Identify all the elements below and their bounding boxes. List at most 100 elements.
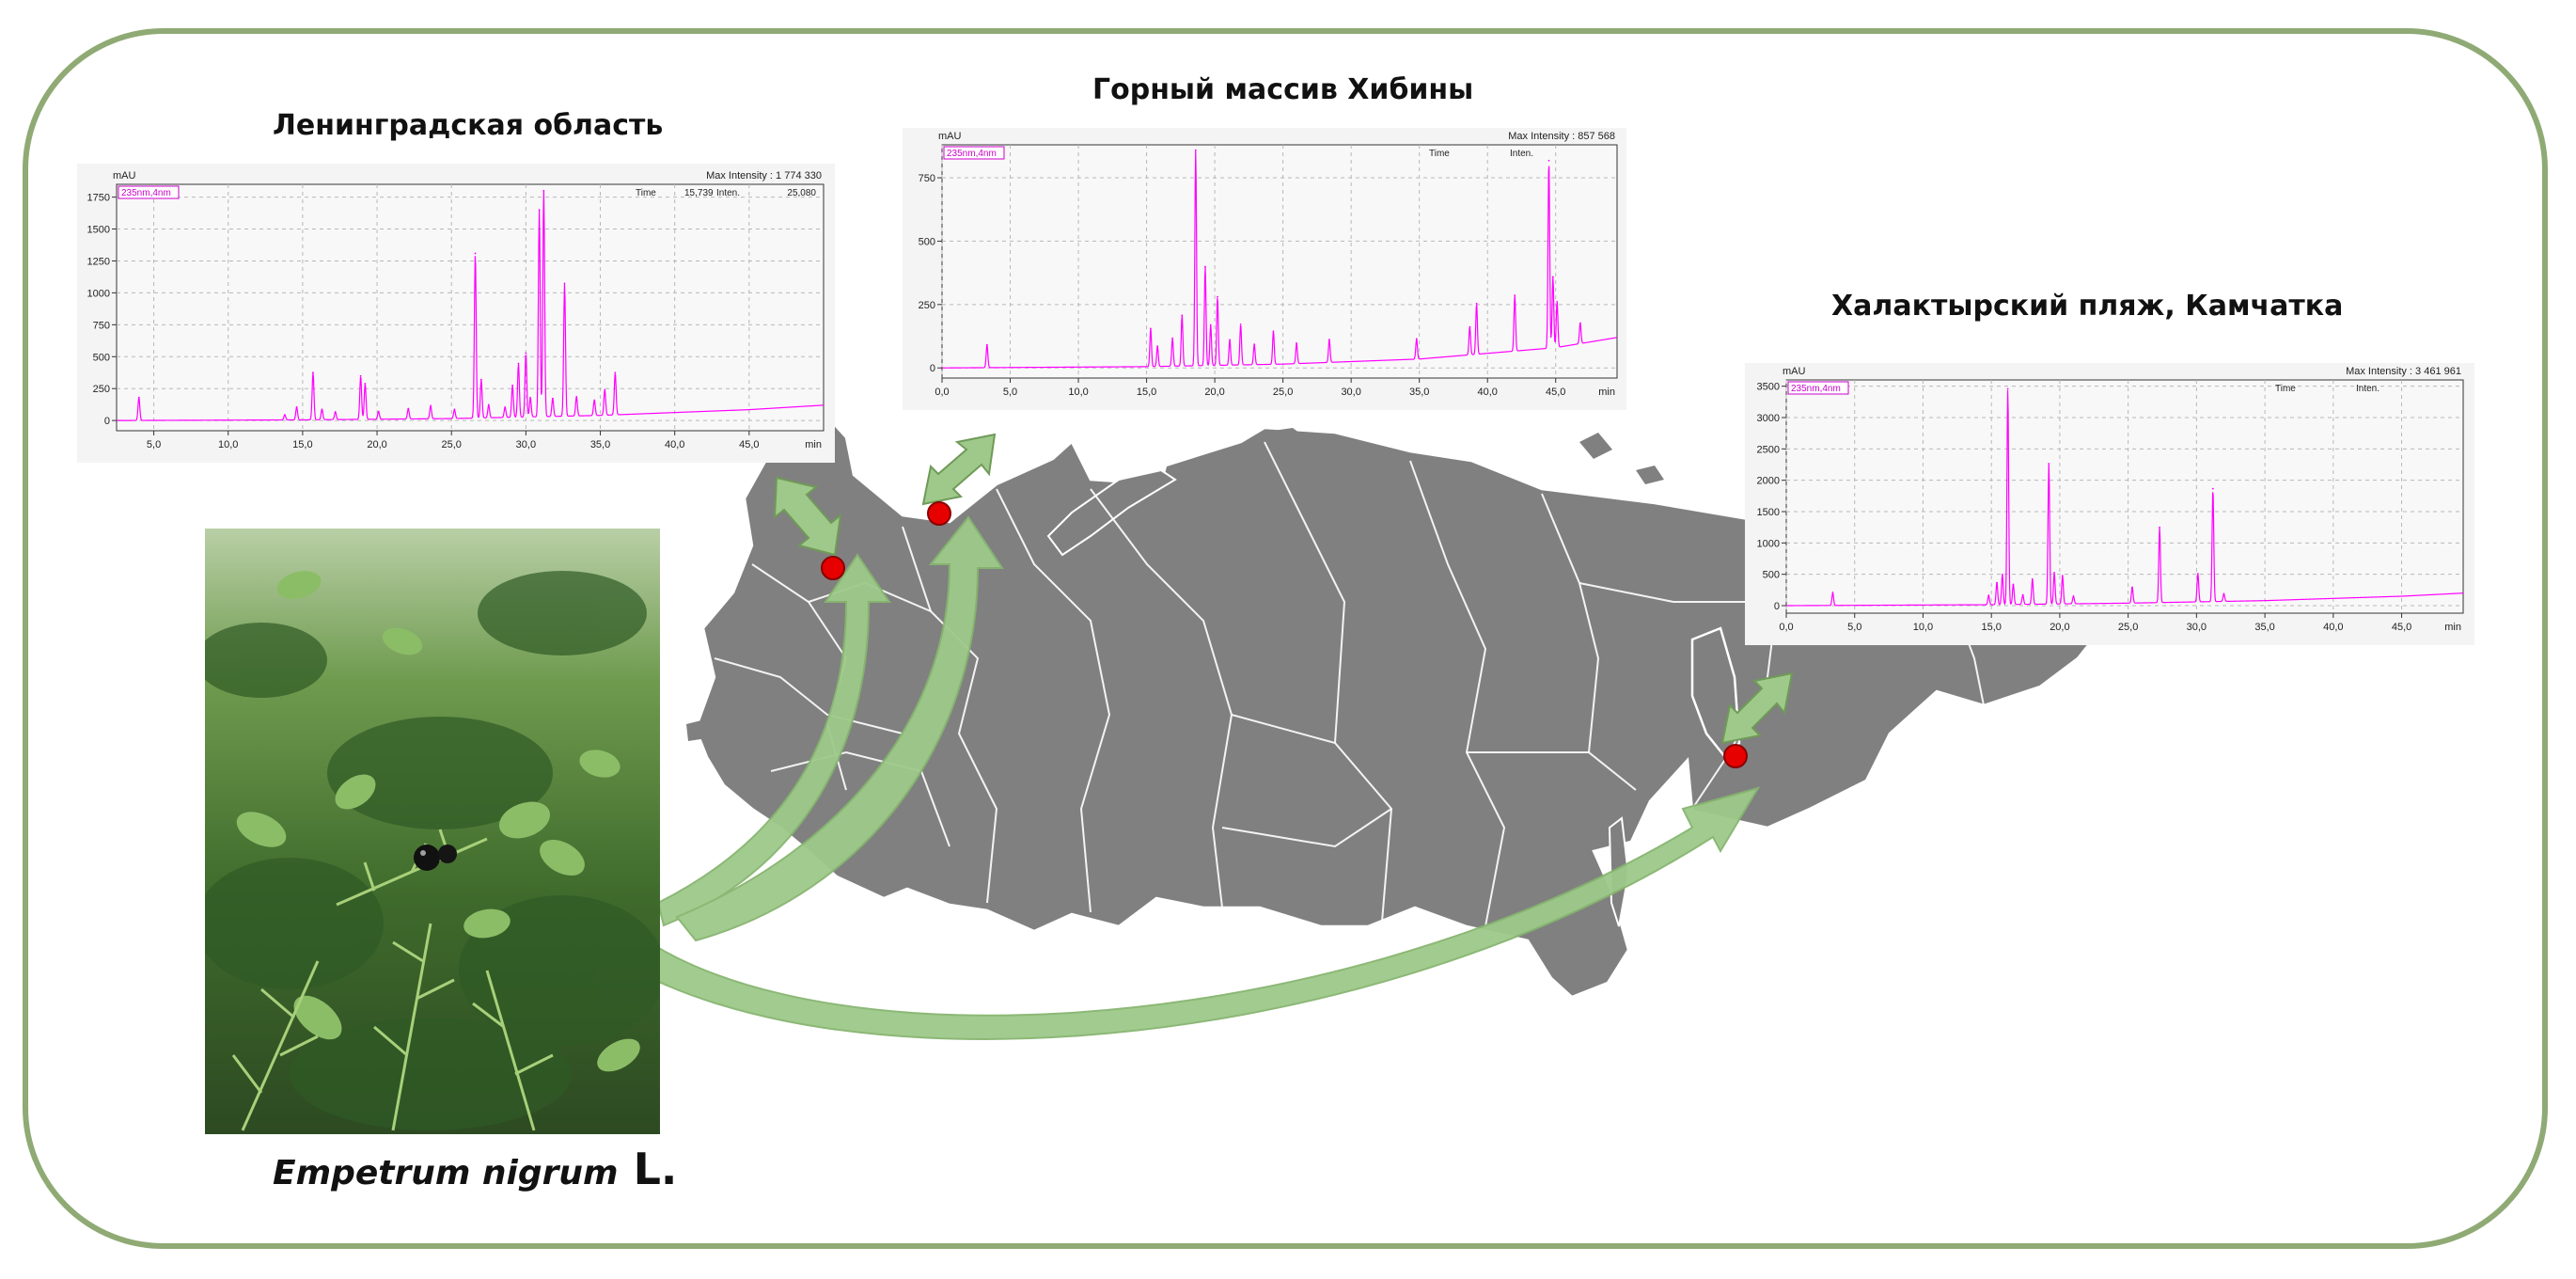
peak-point — [504, 406, 507, 408]
link-arrows — [773, 433, 1794, 745]
peak-point — [575, 395, 578, 398]
peak-point — [604, 388, 606, 391]
chromatogram-trace — [117, 191, 825, 421]
x-tick-label: 40,0 — [2323, 622, 2343, 633]
peak-point — [377, 410, 380, 413]
max-intensity: Max Intensity : 857 568 — [1508, 131, 1615, 142]
peak-point — [2061, 575, 2064, 577]
x-tick-label: 30,0 — [2187, 622, 2207, 633]
peak-point — [1156, 345, 1159, 347]
x-tick-label: 20,0 — [1204, 387, 1224, 398]
y-tick-label: 3500 — [1757, 382, 1780, 393]
species-author: L. — [618, 1144, 678, 1194]
chromatogram-svg-khibiny: 0,0 5,0 10,0 15,0 20,0 25,0 30,0 35,0 40,0 45,0 0 2… — [903, 128, 1626, 410]
x-axis-unit: min — [2444, 622, 2461, 633]
arrow-to-leningrad — [656, 553, 891, 927]
readout-time-label: Time — [636, 188, 656, 198]
peak-point — [525, 352, 527, 355]
x-tick-label: 30,0 — [1341, 387, 1360, 398]
peak-point — [407, 407, 410, 410]
chromatogram-svg-leningrad: 5,0 10,0 15,0 20,0 25,0 30,0 35,0 40,0 45,0 0 250 5… — [77, 164, 835, 463]
y-tick-label: 1500 — [87, 225, 110, 236]
readout-inten-label: Inten. — [1510, 149, 1533, 159]
chromatogram-khibiny: 0,0 5,0 10,0 15,0 20,0 25,0 30,0 35,0 40,0 45,0 0 2… — [903, 128, 1626, 410]
y-tick-label: 750 — [919, 173, 935, 184]
x-tick-label: 5,0 — [147, 439, 161, 450]
link-arrow-kamchatka — [1720, 671, 1794, 745]
x-tick-label: 25,0 — [2118, 622, 2138, 633]
chromatogram-trace — [1786, 389, 2464, 607]
peak-point — [1469, 325, 1471, 328]
readout-inten-label: Inten. — [2356, 384, 2380, 394]
peak-point — [1272, 330, 1275, 333]
peak-point — [364, 382, 367, 385]
arrow-to-khibiny — [675, 515, 1004, 942]
peak-point — [312, 371, 314, 374]
peak-point — [2048, 463, 2050, 465]
new-siberian-islands — [1579, 433, 1664, 484]
peak-point — [487, 403, 490, 406]
marker-kamchatka — [1723, 744, 1748, 768]
y-axis-label: mAU — [113, 170, 136, 182]
peak-point — [985, 343, 988, 346]
peak-point — [1253, 343, 1256, 346]
berry — [414, 845, 440, 871]
max-intensity: Max Intensity : 1 774 330 — [706, 170, 822, 182]
y-tick-label: 2000 — [1757, 476, 1780, 487]
plot-area — [1785, 379, 2464, 614]
x-tick-label: 25,0 — [1273, 387, 1293, 398]
readout-time-label: Time — [2275, 384, 2296, 394]
x-tick-label: 30,0 — [516, 439, 536, 450]
readout-inten-label: Inten. — [716, 188, 740, 198]
x-tick-label: 0,0 — [935, 387, 949, 398]
peak-point — [1209, 324, 1212, 326]
y-tick-label: 1750 — [87, 193, 110, 204]
peak-point — [538, 209, 541, 212]
x-tick-label: 5,0 — [1847, 622, 1861, 633]
channel-box — [1787, 381, 1849, 395]
empetrum-photo — [205, 529, 660, 1134]
x-tick-label: 35,0 — [590, 439, 610, 450]
peak-point — [1551, 276, 1554, 278]
peak-point — [359, 374, 362, 377]
chart-title-khibiny: Горный массив Хибины — [1092, 73, 1474, 106]
peak-point — [1171, 337, 1174, 339]
peak-point — [511, 384, 514, 387]
x-tick-label: 40,0 — [665, 439, 684, 450]
x-tick-label: 25,0 — [441, 439, 461, 450]
peak-point — [321, 408, 323, 411]
peak-point — [517, 362, 520, 365]
peak-point — [1239, 323, 1242, 325]
marker-leningrad — [821, 556, 845, 580]
chromatogram-svg-kamchatka: 0,0 5,0 10,0 15,0 20,0 25,0 30,0 35,0 40,0 45,0 0 5… — [1745, 363, 2474, 645]
species-name: Empetrum nigrum — [273, 1154, 619, 1192]
peak-point — [2196, 573, 2199, 575]
peak-point — [1296, 342, 1298, 344]
species-caption: Empetrum nigrum L. — [273, 1144, 677, 1194]
chromatogram-leningrad: 5,0 10,0 15,0 20,0 25,0 30,0 35,0 40,0 45,0 0 250 5… — [77, 164, 835, 463]
readout-time-label: Time — [1429, 149, 1450, 159]
peak-point — [2072, 595, 2075, 597]
peak-point — [2031, 577, 2034, 580]
novaya-zemlya — [1046, 468, 1177, 557]
peak-point — [563, 282, 566, 285]
peak-point — [453, 408, 456, 411]
x-axis-unit: min — [1598, 387, 1615, 398]
peak-point — [1328, 339, 1330, 340]
peak-point — [1217, 295, 1218, 298]
site-arrows — [562, 515, 1761, 1040]
link-arrow-leningrad — [773, 476, 842, 557]
peak-point — [2021, 593, 2024, 596]
link-arrow-khibiny — [921, 433, 997, 506]
x-tick-label: 45,0 — [739, 439, 759, 450]
peak-point — [2211, 487, 2214, 490]
channel-box — [943, 146, 1005, 160]
chart-title-kamchatka: Халактырский пляж, Камчатка — [1831, 290, 2344, 323]
peak-point — [2223, 592, 2225, 595]
site-markers — [821, 501, 1748, 768]
peak-point — [1831, 592, 1834, 594]
plot-area — [116, 183, 825, 432]
peak-point — [1514, 294, 1516, 296]
y-axis-label: mAU — [938, 131, 962, 142]
peak-point — [295, 406, 298, 408]
